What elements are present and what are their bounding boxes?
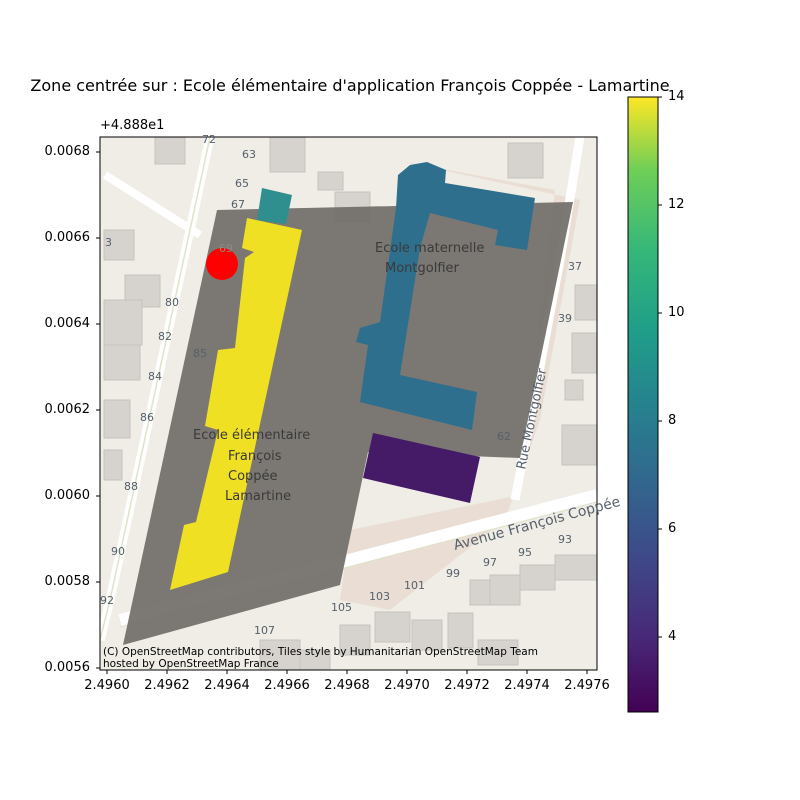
y-tick-label: 0.0068 [44, 144, 91, 159]
poi-label: Ecole élémentaire [193, 428, 310, 443]
colorbar [627, 96, 659, 713]
house-number: 67 [231, 198, 245, 211]
map-attribution: (C) OpenStreetMap contributors, Tiles st… [103, 646, 538, 670]
x-tick-label: 2.4974 [504, 678, 550, 693]
y-tick-label: 0.0056 [44, 660, 91, 675]
y-tick-label: 0.0064 [44, 316, 91, 331]
house-number: 101 [404, 579, 425, 592]
yellow-building [170, 218, 302, 590]
y-tick-label: 0.0060 [44, 488, 91, 503]
house-number: 95 [518, 546, 532, 559]
colorbar-tick-label: 4 [668, 629, 677, 644]
house-number: 105 [331, 601, 352, 614]
house-number: 85 [193, 347, 207, 360]
house-number: 69 [219, 242, 233, 255]
y-tick-label: 0.0058 [44, 574, 91, 589]
x-tick-label: 2.4966 [264, 678, 310, 693]
poi-label: Lamartine [225, 489, 291, 504]
y-axis-offset: +4.888e1 [100, 118, 165, 133]
purple-building [363, 433, 480, 503]
house-number: 93 [558, 533, 572, 546]
house-number: 97 [483, 556, 497, 569]
house-number: 80 [165, 296, 179, 309]
poi-label: Montgolfier [385, 261, 460, 276]
house-number: 65 [235, 177, 249, 190]
house-number: 62 [497, 430, 511, 443]
teal-building [257, 188, 292, 224]
house-number: 88 [124, 480, 138, 493]
map-title: Zone centrée sur : Ecole élémentaire d'a… [30, 76, 670, 95]
x-tick-label: 2.4964 [204, 678, 250, 693]
house-number: 107 [254, 624, 275, 637]
house-number: 84 [148, 370, 162, 383]
house-number: 99 [446, 567, 460, 580]
x-tick-label: 2.4960 [84, 678, 130, 693]
colorbar-tick-label: 14 [668, 89, 685, 104]
x-tick-label: 2.4972 [444, 678, 490, 693]
x-tick-label: 2.4962 [144, 678, 190, 693]
house-number: 72 [202, 133, 216, 146]
y-tick-label: 0.0066 [44, 230, 91, 245]
blue-building [356, 162, 535, 430]
house-number: 103 [369, 590, 390, 603]
attribution-line: hosted by OpenStreetMap France [103, 658, 279, 670]
poi-label: Coppée [228, 469, 278, 484]
colorbar-tick-label: 10 [668, 305, 685, 320]
colorbar-tick-label: 12 [668, 197, 685, 212]
house-number: 86 [140, 411, 154, 424]
poi-label: François [228, 449, 282, 464]
house-number: 92 [100, 594, 114, 607]
house-number: 39 [558, 312, 572, 325]
house-number: 37 [568, 260, 582, 273]
colorbar-tick-label: 6 [668, 521, 677, 536]
location-marker [206, 248, 238, 280]
y-tick-label: 0.0062 [44, 402, 91, 417]
colorbar-tick-label: 8 [668, 413, 677, 428]
x-tick-label: 2.4968 [324, 678, 370, 693]
poi-label: Ecole maternelle [375, 241, 484, 256]
house-number: 90 [111, 545, 125, 558]
house-number: 63 [242, 148, 256, 161]
x-tick-label: 2.4970 [384, 678, 430, 693]
house-number: 82 [158, 330, 172, 343]
attribution-line: (C) OpenStreetMap contributors, Tiles st… [103, 646, 538, 658]
x-tick-label: 2.4976 [564, 678, 610, 693]
house-number: 3 [105, 236, 112, 249]
